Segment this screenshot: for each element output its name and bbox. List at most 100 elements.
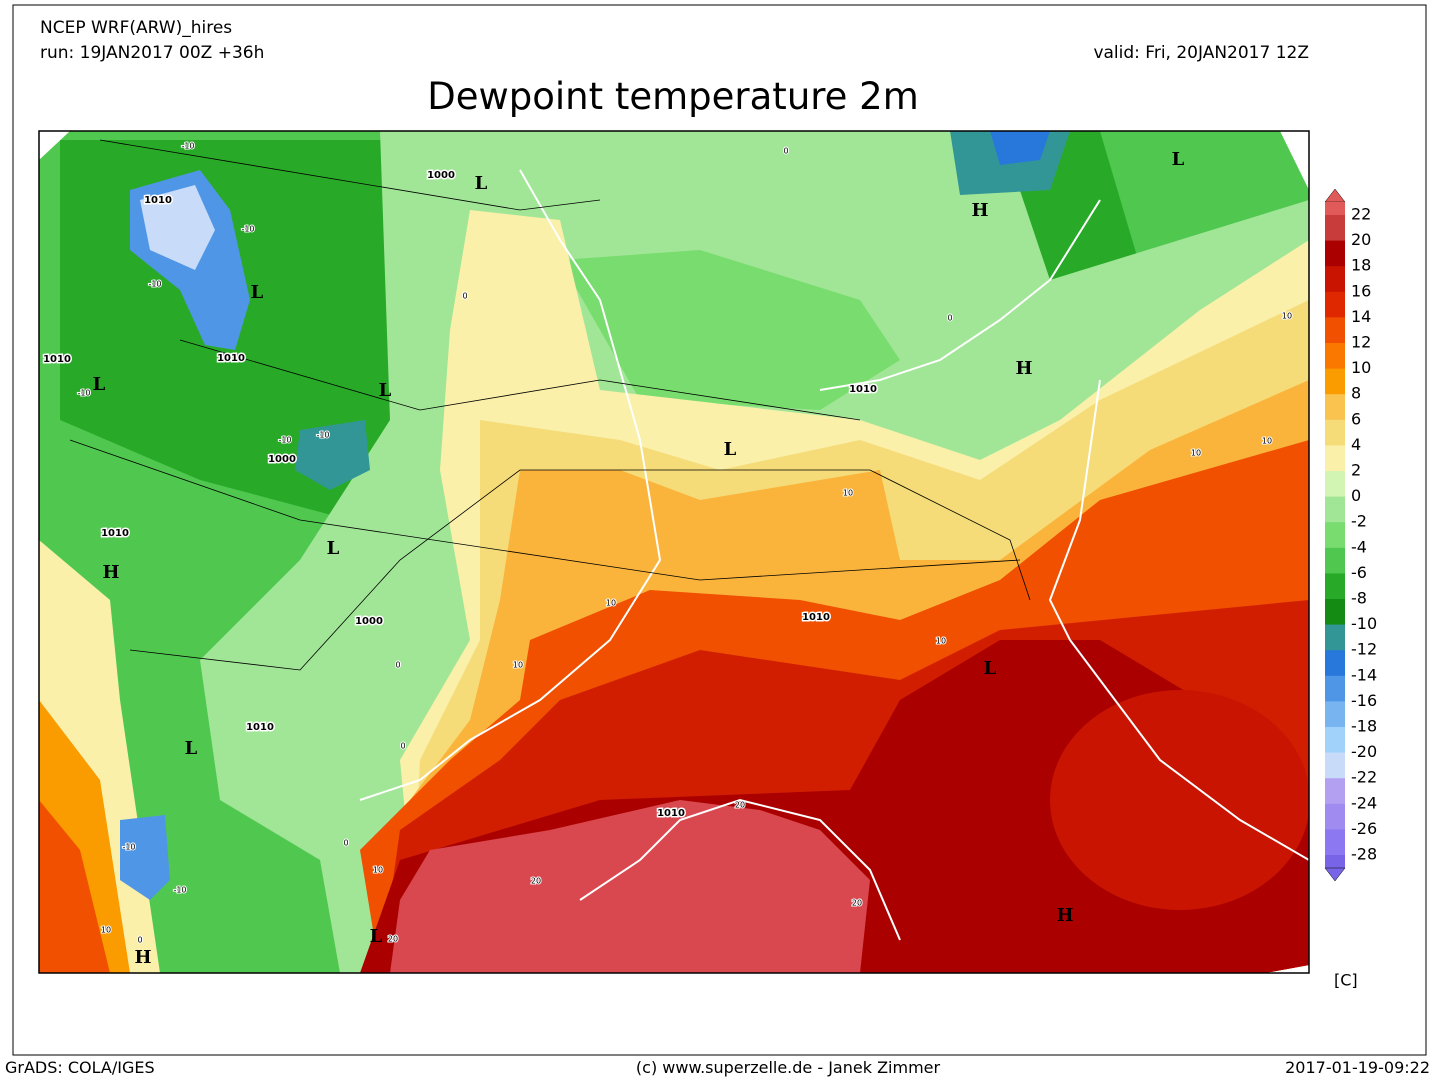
pressure-center: L xyxy=(1172,149,1185,170)
colorbar-box xyxy=(1325,727,1345,754)
contour-label: -10 xyxy=(181,142,194,151)
isobar-label: 1010 xyxy=(144,195,172,206)
contour-label: -10 xyxy=(241,225,254,234)
region xyxy=(1050,690,1309,910)
pressure-center: H xyxy=(1056,905,1073,926)
border-line xyxy=(179,339,861,421)
pressure-center: L xyxy=(379,380,392,401)
border-line xyxy=(99,139,601,211)
run-time: run: 19JAN2017 00Z +36h xyxy=(40,43,264,63)
isobar-label: 1010 xyxy=(849,384,877,395)
contour-label: 10 xyxy=(513,661,523,670)
isobar-label: 1010 xyxy=(657,808,685,819)
region xyxy=(39,800,110,973)
colorbar-box xyxy=(1325,624,1345,651)
colorbar-box xyxy=(1325,496,1345,523)
colorbar-label: 12 xyxy=(1351,333,1371,352)
region xyxy=(990,131,1050,165)
colorbar-label: -6 xyxy=(1351,563,1367,582)
isobar-line xyxy=(819,199,1101,391)
contour-label: -10 xyxy=(148,280,161,289)
isobar-label: 1010 xyxy=(217,353,245,364)
colorbar-box xyxy=(1325,752,1345,779)
isobar-label: 1010 xyxy=(43,354,71,365)
colorbar-label: -24 xyxy=(1351,793,1377,812)
colorbar-label: -12 xyxy=(1351,640,1377,659)
pressure-center: L xyxy=(251,282,264,303)
contour-label: 20 xyxy=(852,899,862,908)
isobar-label: 1000 xyxy=(355,616,383,627)
colorbar-label: 20 xyxy=(1351,230,1371,249)
colorbar-label: 2 xyxy=(1351,461,1361,480)
colorbar-label: 8 xyxy=(1351,384,1361,403)
contour-label: 0 xyxy=(400,742,405,751)
isobar-label: 1010 xyxy=(101,528,129,539)
colorbar-label: 14 xyxy=(1351,307,1371,326)
colorbar-label: 4 xyxy=(1351,435,1361,454)
colorbar-label: -16 xyxy=(1351,691,1377,710)
border-line xyxy=(129,469,1031,671)
colorbar-label: 0 xyxy=(1351,486,1361,505)
colorbar-label: 6 xyxy=(1351,409,1361,428)
colorbar-box xyxy=(1325,701,1345,728)
pressure-center: L xyxy=(370,926,383,947)
colorbar-box xyxy=(1325,291,1345,318)
colorbar-label: 18 xyxy=(1351,256,1371,275)
colorbar-box xyxy=(1325,240,1345,267)
colorbar-box xyxy=(1325,266,1345,293)
contour-label: 10 xyxy=(1262,437,1272,446)
colorbar-label: -8 xyxy=(1351,589,1367,608)
colorbar-label: -22 xyxy=(1351,768,1377,787)
region xyxy=(390,800,870,973)
colorbar-label: -20 xyxy=(1351,742,1377,761)
colorbar-label: 10 xyxy=(1351,358,1371,377)
map-frame xyxy=(38,130,1310,974)
colorbar-label: 16 xyxy=(1351,281,1371,300)
isobar-label: 1010 xyxy=(802,612,830,623)
colorbar-box xyxy=(1325,343,1345,370)
colorbar-box xyxy=(1325,317,1345,344)
colorbar-box xyxy=(1325,419,1345,446)
colorbar-box xyxy=(1325,202,1345,215)
model-name: NCEP WRF(ARW)_hires xyxy=(40,18,232,38)
colorbar-box xyxy=(1325,522,1345,549)
colorbar-box xyxy=(1325,650,1345,677)
contour-label: 10 xyxy=(1282,312,1292,321)
contour-label: 10 xyxy=(606,599,616,608)
contour-label: 0 xyxy=(783,147,788,156)
colorbar: 2220181614121086420-2-4-6-8-10-12-14-16-… xyxy=(1324,188,1377,882)
colorbar-label: 22 xyxy=(1351,205,1371,224)
footer-center: (c) www.superzelle.de - Janek Zimmer xyxy=(636,1058,941,1077)
contour-label: 10 xyxy=(373,866,383,875)
colorbar-box xyxy=(1325,445,1345,472)
contour-label: 0 xyxy=(343,839,348,848)
colorbar-label: -18 xyxy=(1351,717,1377,736)
contour-label: 10 xyxy=(936,637,946,646)
contour-label: -10 xyxy=(173,886,186,895)
colorbar-label: -4 xyxy=(1351,537,1367,556)
colorbar-box xyxy=(1325,215,1345,242)
map-fill xyxy=(39,131,1309,973)
footer-left: GrADS: COLA/IGES xyxy=(5,1058,155,1077)
colorbar-box xyxy=(1325,368,1345,395)
pressure-center: L xyxy=(984,658,997,679)
colorbar-triangle xyxy=(1324,867,1346,882)
unit-label: [C] xyxy=(1334,971,1358,990)
colorbar-label: -14 xyxy=(1351,665,1377,684)
pressure-center: H xyxy=(1015,358,1032,379)
region xyxy=(140,185,215,270)
colorbar-triangle xyxy=(1324,188,1346,203)
colorbar-box xyxy=(1325,778,1345,805)
pressure-center: H xyxy=(134,947,151,968)
isobar-label: 1010 xyxy=(246,722,274,733)
isobar-label: 1000 xyxy=(268,454,296,465)
region xyxy=(120,815,170,900)
contour-label: 20 xyxy=(388,935,398,944)
colorbar-box xyxy=(1325,675,1345,702)
colorbar-box xyxy=(1325,829,1345,856)
contour-label: 0 xyxy=(462,292,467,301)
contour-label: 10 xyxy=(843,489,853,498)
contour-label: -10 xyxy=(278,436,291,445)
colorbar-label: -10 xyxy=(1351,614,1377,633)
